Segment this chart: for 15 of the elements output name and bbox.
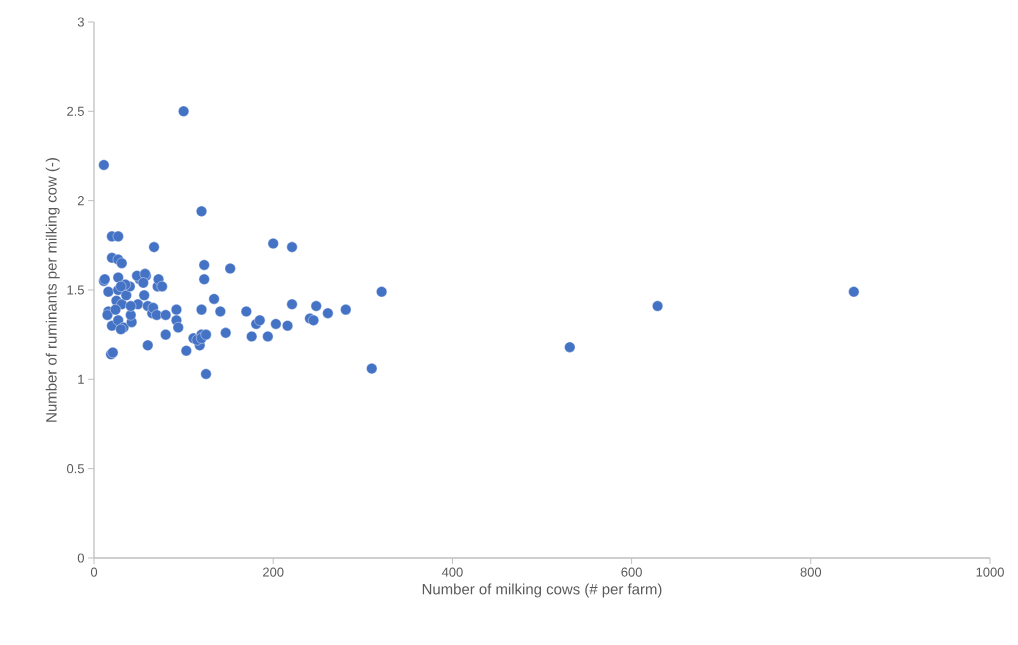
x-tick-label: 800 — [800, 567, 822, 577]
y-tick-label: 2 — [77, 196, 84, 206]
x-tick-label: 0 — [90, 567, 98, 577]
y-tick-label: 1.5 — [67, 285, 84, 295]
y-tick-label: 1 — [78, 374, 84, 384]
y-tick-label: 3 — [77, 17, 84, 27]
y-tick-label: 2.5 — [67, 106, 84, 116]
y-tick-label: 0.5 — [66, 464, 84, 474]
x-axis-title: Number of milking cows (# per farm) — [422, 583, 662, 598]
y-tick-label: 0 — [77, 553, 84, 563]
y-axis-title: Number of ruminants per milking cow (-) — [45, 158, 60, 422]
x-tick-label: 200 — [263, 567, 284, 577]
x-tick-label: 400 — [441, 567, 463, 577]
x-tick-label: 1000 — [976, 567, 1004, 577]
x-tick-label: 600 — [621, 567, 642, 577]
